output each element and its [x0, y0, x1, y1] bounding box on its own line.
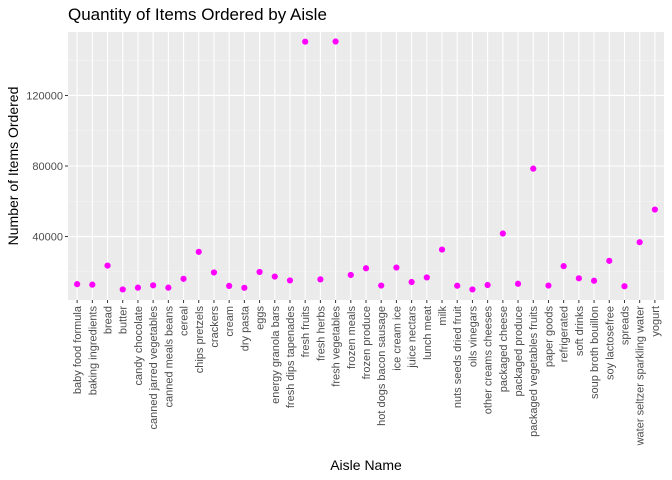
data-point	[165, 284, 172, 291]
data-point	[317, 276, 324, 283]
x-tick-label: soy lactosefree	[604, 306, 616, 380]
data-point	[590, 277, 598, 284]
data-point	[530, 165, 537, 172]
x-tick-label: chips pretzels	[194, 306, 206, 374]
data-point	[180, 275, 187, 282]
x-tick-label: lunch meat	[422, 306, 434, 360]
data-point	[89, 281, 96, 288]
x-tick-label: crackers	[209, 306, 221, 348]
data-point	[74, 281, 81, 288]
x-tick-label: soup broth bouillon	[589, 306, 601, 399]
data-point	[256, 268, 263, 276]
x-tick-label: packaged cheese	[498, 306, 510, 392]
chart-title: Quantity of Items Ordered by Aisle	[68, 5, 327, 24]
x-tick-label: nuts seeds dried fruit	[452, 306, 464, 408]
x-axis: baby food formula baking ingredients bread…	[72, 300, 662, 446]
data-point	[378, 282, 385, 289]
x-tick-label: refrigerated	[559, 306, 571, 362]
y-axis-title: Number of Items Ordered	[5, 87, 21, 246]
data-point	[514, 280, 522, 287]
y-tick-label: 120000	[26, 90, 63, 102]
x-tick-label: juice nectars	[407, 306, 419, 369]
major-gridlines	[68, 32, 664, 300]
data-point	[469, 286, 476, 293]
x-tick-label: canned meals beans	[163, 306, 175, 408]
data-point	[499, 230, 506, 237]
x-tick-label: hot dogs bacon sausage	[376, 306, 388, 426]
data-point	[651, 206, 658, 213]
data-point	[302, 38, 309, 45]
data-point	[393, 264, 400, 271]
data-point	[241, 284, 248, 291]
x-tick-label: butter	[118, 306, 130, 334]
x-tick-label: ice cream ice	[391, 306, 403, 371]
data-point	[484, 281, 491, 289]
x-tick-label: yogurt	[650, 306, 662, 337]
x-tick-label: fresh fruits	[300, 306, 312, 358]
data-point	[119, 286, 126, 293]
data-point	[104, 262, 111, 269]
data-points	[74, 38, 658, 293]
x-tick-label: cream	[224, 306, 236, 337]
x-tick-label: baby food formula	[72, 305, 84, 394]
data-point	[195, 248, 202, 255]
data-point	[226, 282, 233, 289]
x-tick-label: oils vinegars	[467, 306, 479, 368]
data-point	[150, 282, 157, 289]
x-tick-label: soft drinks	[574, 306, 586, 357]
x-tick-label: other creams cheeses	[483, 306, 495, 415]
data-point	[438, 246, 446, 253]
data-point	[271, 273, 278, 280]
data-point	[606, 257, 613, 264]
x-tick-label: candy chocolate	[133, 306, 145, 386]
x-tick-label: water seltzer sparkling water	[635, 306, 647, 447]
x-axis-title: Aisle Name	[330, 457, 402, 473]
data-point	[362, 265, 370, 272]
data-point	[423, 274, 430, 281]
x-tick-label: canned jarred vegetables	[148, 306, 160, 430]
y-tick-label: 40000	[32, 232, 63, 244]
x-tick-label: energy granola bars	[270, 306, 282, 404]
data-point	[621, 283, 628, 290]
x-tick-label: baking ingredients	[87, 306, 99, 396]
y-tick-label: 80000	[32, 161, 63, 173]
x-tick-label: milk	[437, 306, 449, 326]
data-point	[347, 271, 354, 279]
x-tick-label: paper goods	[543, 306, 555, 368]
data-point	[454, 282, 461, 289]
x-tick-label: fresh herbs	[315, 306, 327, 362]
x-tick-label: eggs	[255, 306, 267, 330]
x-tick-label: cereal	[179, 306, 191, 336]
x-tick-label: dry pasta	[239, 305, 251, 351]
data-point	[286, 277, 294, 284]
x-tick-label: fresh dips tapenades	[285, 306, 297, 409]
x-tick-label: fresh vegetables	[331, 306, 343, 387]
data-point	[636, 239, 643, 246]
data-point	[575, 275, 582, 282]
data-point	[134, 284, 142, 291]
x-tick-label: packaged vegetables fruits	[528, 306, 540, 437]
data-point	[560, 263, 567, 270]
data-point	[332, 38, 339, 45]
data-point	[545, 282, 552, 289]
y-axis: 40000 80000 120000	[26, 90, 68, 244]
x-tick-label: frozen produce	[361, 306, 373, 379]
x-tick-label: frozen meals	[346, 306, 358, 369]
data-point	[210, 269, 218, 276]
x-tick-label: packaged produce	[513, 306, 525, 397]
data-point	[408, 278, 415, 286]
x-tick-label: spreads	[619, 306, 631, 346]
x-tick-label: bread	[103, 306, 115, 334]
